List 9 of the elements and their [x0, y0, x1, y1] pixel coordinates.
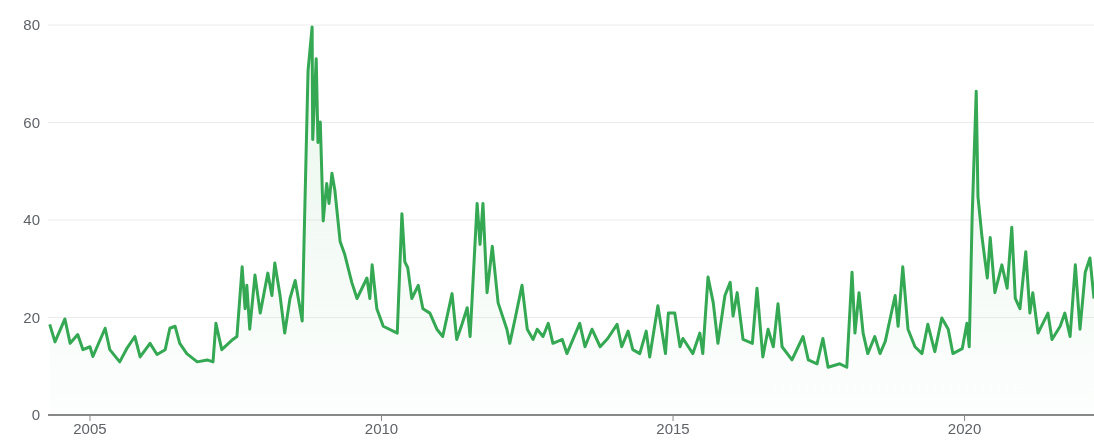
- y-tick-label: 60: [23, 113, 40, 131]
- x-tick-label: 2020: [947, 419, 982, 437]
- y-tick-label: 20: [23, 308, 40, 326]
- y-tick-label: 80: [23, 16, 40, 34]
- y-tick-label: 40: [23, 211, 40, 229]
- x-tick-label: 2015: [656, 419, 690, 437]
- y-tick-label: 0: [31, 406, 40, 424]
- x-tick-label: 2005: [73, 419, 107, 437]
- x-tick-label: 2010: [364, 419, 399, 437]
